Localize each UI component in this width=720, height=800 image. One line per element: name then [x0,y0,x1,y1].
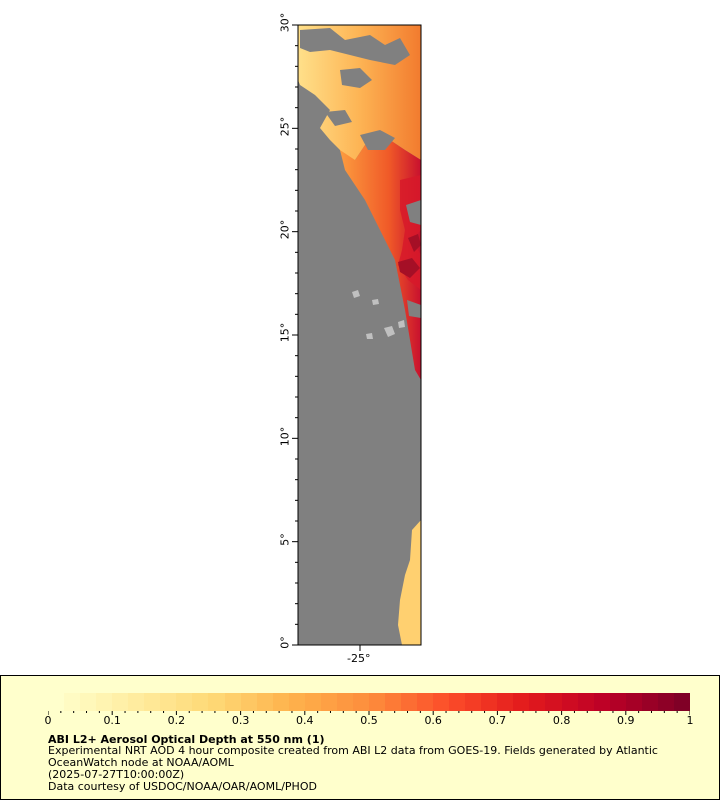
lat-label-30: 30° [278,12,292,33]
map-figure: 0° 5° 10° 15° 20° 25° 30° -25° [278,12,422,665]
colorbar-label: 0.8 [552,714,571,727]
colorbar-segment [545,693,562,711]
lat-label-5: 5° [278,533,292,546]
colorbar-segment [80,693,97,711]
lat-label-20: 20° [278,219,292,240]
colorbar-label: 0.6 [424,714,442,727]
legend-description-line1: Experimental NRT AOD 4 hour composite cr… [48,744,658,757]
colorbar-segment [160,693,177,711]
colorbar-segment [368,693,385,711]
colorbar-segment [641,693,658,711]
colorbar-segment [320,693,337,711]
legend-timestamp: (2025-07-27T10:00:00Z) [48,768,185,781]
colorbar-segment [529,693,546,711]
colorbar-segment [449,693,466,711]
colorbar-segment [352,693,369,711]
colorbar-segment [208,693,225,711]
island [352,290,405,339]
colorbar-segment [433,693,450,711]
colorbar-segment [609,693,626,711]
latitude-axis [292,24,298,646]
colorbar-segment [336,693,353,711]
colorbar [48,693,690,711]
lat-label-0: 0° [278,636,292,649]
map-plot [292,24,422,651]
colorbar-segment [144,693,161,711]
lat-label-15: 15° [278,322,292,343]
colorbar-label: 0.9 [617,714,635,727]
colorbar-segment [384,693,402,711]
colorbar-segment [401,693,418,711]
colorbar-segment [176,693,193,711]
cloud-gap [406,200,421,318]
legend-title: ABI L2+ Aerosol Optical Depth at 550 nm … [48,733,325,746]
colorbar-label: 0.4 [296,714,314,727]
colorbar-label: 0 [44,714,52,727]
lon-label-25w: -25° [347,652,371,665]
aod-field-south [398,520,421,645]
colorbar-segment [593,693,610,711]
colorbar-segment [561,693,578,711]
aod-field-max [398,234,421,278]
colorbar-segment [272,693,289,711]
colorbar-segment [224,693,241,711]
colorbar-segment [128,693,145,711]
colorbar-segment [240,693,257,711]
colorbar-segment [96,693,113,711]
colorbar-label: 0.3 [231,714,250,727]
colorbar-segment [673,693,690,711]
colorbar-segment [577,693,594,711]
colorbar-segment [513,693,530,711]
cloud-gap [300,28,410,65]
colorbar-segment [481,693,498,711]
colorbar-segment [112,693,129,711]
colorbar-segment [192,693,209,711]
colorbar-label: 0.1 [103,714,121,727]
colorbar-segment [417,693,434,711]
colorbar-segment [304,693,321,711]
colorbar-segment [465,693,482,711]
cloud-gap [325,68,395,150]
lat-label-25: 25° [278,116,292,137]
legend-credit: Data courtesy of USDOC/NOAA/OAR/AOML/PHO… [48,780,317,793]
colorbar-label: 0.5 [360,714,378,727]
colorbar-segment [288,693,305,711]
colorbar-ticks [48,711,690,715]
colorbar-segment [256,693,273,711]
colorbar-label: 0.7 [488,714,507,727]
colorbar-label: 0.2 [167,714,186,727]
colorbar-segment [497,693,514,711]
legend-description-line2: OceanWatch node at NOAA/AOML [48,756,234,769]
lat-label-10: 10° [278,426,292,447]
colorbar-segment [64,693,81,711]
legend-panel: 0 0.1 0.2 0.3 0.4 0.5 0.6 0.7 0.8 0.9 1 ABI L2+ Ae… [0,675,720,800]
colorbar-segment [657,693,674,711]
colorbar-segment [625,693,642,711]
colorbar-segment [48,693,65,711]
colorbar-label: 1 [686,714,694,727]
